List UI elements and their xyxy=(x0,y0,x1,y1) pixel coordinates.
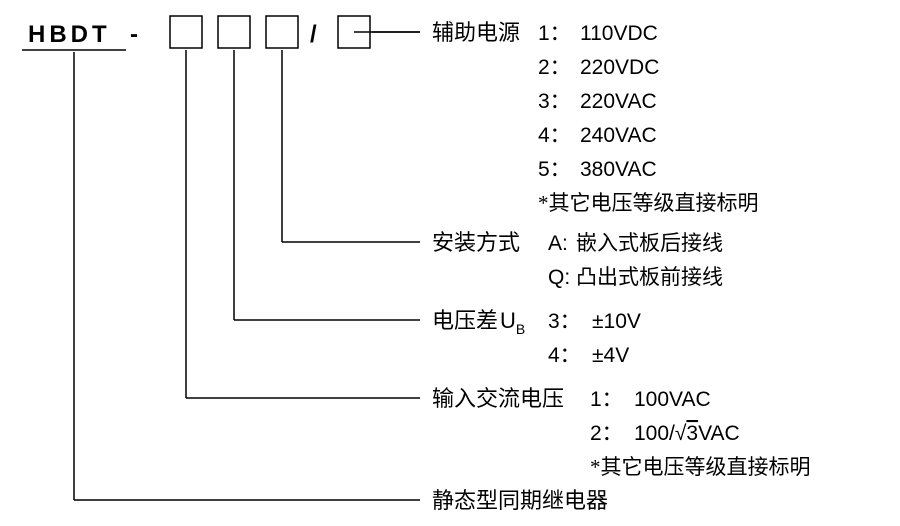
entry-val-1-0: 嵌入式板后接线 xyxy=(576,231,723,255)
entry-val-2-1: ±4V xyxy=(592,344,629,367)
entry-key-3-1: 2： xyxy=(590,422,623,445)
entry-val-1-1: 凸出式板前接线 xyxy=(576,265,723,289)
section-title-1: 安装方式 xyxy=(432,230,520,255)
entry-key-1-1: Q: xyxy=(548,266,570,289)
entry-val-2-0: ±10V xyxy=(592,310,641,333)
entry-key-2-1: 4： xyxy=(548,344,581,367)
section-title-0: 辅助电源 xyxy=(432,20,520,45)
entry-val-0-4: 380VAC xyxy=(580,158,657,181)
model-slash: / xyxy=(310,21,321,48)
placeholder-box-3 xyxy=(266,16,298,48)
entry-key-3-0: 1： xyxy=(590,388,623,411)
section-note-3: *其它电压等级直接标明 xyxy=(590,455,811,479)
placeholder-box-2 xyxy=(218,16,250,48)
model-code-diagram: HBDT- / 辅助电源 1： 110VDC 2： 220VDC 3： 220VAC 4： 240V… xyxy=(0,0,900,526)
placeholder-box-1 xyxy=(170,16,202,48)
entry-val-0-2: 220VAC xyxy=(580,90,657,113)
entry-val-3-1: 100/√3VAC xyxy=(634,422,740,445)
entry-key-0-4: 5： xyxy=(538,158,571,181)
section-note-0: *其它电压等级直接标明 xyxy=(538,191,759,215)
entry-key-0-2: 3： xyxy=(538,90,571,113)
entry-val-3-0: 100VAC xyxy=(634,388,711,411)
entry-key-0-0: 1： xyxy=(538,22,571,45)
entry-val-0-1: 220VDC xyxy=(580,56,659,79)
section-title-3: 输入交流电压 xyxy=(432,386,564,411)
model-dash: - xyxy=(130,21,142,48)
section-title-2: 电压差UB xyxy=(432,308,525,337)
model-prefix: HBDT xyxy=(28,21,111,48)
entry-key-2-0: 3： xyxy=(548,310,581,333)
entry-val-0-3: 240VAC xyxy=(580,124,657,147)
entry-key-1-0: A: xyxy=(548,232,568,255)
entry-key-0-1: 2： xyxy=(538,56,571,79)
section-title-4: 静态型同期继电器 xyxy=(432,488,608,513)
entry-key-0-3: 4： xyxy=(538,124,571,147)
entry-val-0-0: 110VDC xyxy=(580,22,658,45)
